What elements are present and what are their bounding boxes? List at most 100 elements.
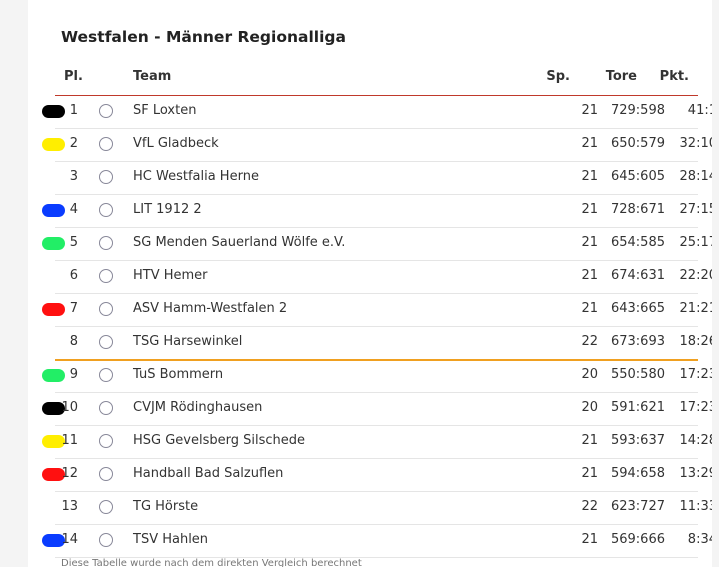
goals: 643:665 [610,301,665,316]
points: 8:34 [687,532,712,547]
header-points: Pkt. [659,69,689,84]
table-row: 8 TSG Harsewinkel 22 673:693 18:26 [55,326,712,361]
points: 27:15 [679,202,712,217]
team-logo [99,533,113,547]
points: 28:14 [679,169,712,184]
rank: 1 [69,103,78,118]
team-logo [99,104,113,118]
team-logo [99,368,113,382]
team-logo [99,335,113,349]
points: 13:29 [679,466,712,481]
goals: 674:631 [610,268,665,283]
standings-card: Westfalen - Männer Regionalliga Pl. Team… [28,0,712,567]
rank: 11 [61,433,78,448]
points: 18:26 [679,334,712,349]
table-row: 2 VfL Gladbeck 21 650:579 32:10 [42,128,712,162]
marker [42,237,65,250]
team-name: HSG Gevelsberg Silschede [133,433,306,448]
points: 17:23 [679,367,712,382]
header-goals: Tore [605,69,637,84]
points: 21:21 [679,301,712,316]
rank: 10 [61,400,78,415]
points: 14:28 [679,433,712,448]
goals: 728:671 [610,202,665,217]
goals: 550:580 [610,367,665,382]
goals: 569:666 [610,532,665,547]
points: 11:33 [679,499,712,514]
team-name: LIT 1912 2 [133,202,202,217]
points: 41:1 [687,103,712,118]
games: 21 [581,532,598,547]
team-name: ASV Hamm-Westfalen 2 [133,301,288,316]
points: 22:20 [679,268,712,283]
games: 21 [581,433,598,448]
rank: 8 [69,334,78,349]
goals: 591:621 [610,400,665,415]
team-name: TSV Hahlen [133,532,209,547]
table-row: 1 SF Loxten 21 729:598 41:1 [42,95,712,129]
games: 20 [581,367,598,382]
table-row: 6 HTV Hemer 21 674:631 22:20 [55,260,712,294]
table-row: 3 HC Westfalia Herne 21 645:605 28:14 [55,161,712,195]
team-name: TG Hörste [133,499,199,514]
marker [42,468,65,481]
team-logo [99,236,113,250]
goals: 673:693 [610,334,665,349]
team-name: CVJM Rödinghausen [133,400,263,415]
points: 32:10 [679,136,712,151]
games: 21 [581,136,598,151]
team-name: TSG Harsewinkel [133,334,243,349]
table-row: 5 SG Menden Sauerland Wölfe e.V. 21 654:585… [42,227,712,261]
header-rank: Pl. [64,69,83,84]
goals: 645:605 [610,169,665,184]
table-row: 11 HSG Gevelsberg Silschede 21 593:637 14:28 [42,425,712,459]
games: 21 [581,202,598,217]
team-logo [99,434,113,448]
marker [42,303,65,316]
points: 25:17 [679,235,712,250]
rank: 2 [69,136,78,151]
header-divider [55,95,698,96]
goals: 593:637 [610,433,665,448]
team-name: Handball Bad Salzuflen [133,466,284,481]
rank: 9 [69,367,78,382]
team-logo [99,500,113,514]
rank: 13 [61,499,78,514]
goals: 729:598 [610,103,665,118]
marker [42,369,65,382]
games: 22 [581,499,598,514]
games: 21 [581,268,598,283]
team-name: HTV Hemer [133,268,208,283]
team-logo [99,467,113,481]
games: 21 [581,169,598,184]
goals: 654:585 [610,235,665,250]
rank: 5 [69,235,78,250]
table-row: 10 CVJM Rödinghausen 20 591:621 17:23 [42,392,712,426]
rank: 6 [69,268,78,283]
team-logo [99,203,113,217]
title: Westfalen - Männer Regionalliga [61,28,346,46]
table-row: 7 ASV Hamm-Westfalen 2 21 643:665 21:21 [42,293,712,327]
games: 21 [581,466,598,481]
table-row: 13 TG Hörste 22 623:727 11:33 [55,491,712,525]
goals: 623:727 [610,499,665,514]
team-logo [99,401,113,415]
team-logo [99,170,113,184]
team-logo [99,269,113,283]
games: 22 [581,334,598,349]
rank: 3 [69,169,78,184]
table-row: 4 LIT 1912 2 21 728:671 27:15 [42,194,712,228]
games: 21 [581,103,598,118]
marker [42,204,65,217]
rank: 7 [69,301,78,316]
games: 21 [581,301,598,316]
team-name: HC Westfalia Herne [133,169,259,184]
header-games: Sp. [546,69,570,84]
marker [42,105,65,118]
team-name: SG Menden Sauerland Wölfe e.V. [133,235,346,250]
rank: 4 [69,202,78,217]
goals: 594:658 [610,466,665,481]
points: 17:23 [679,400,712,415]
team-name: SF Loxten [133,103,197,118]
